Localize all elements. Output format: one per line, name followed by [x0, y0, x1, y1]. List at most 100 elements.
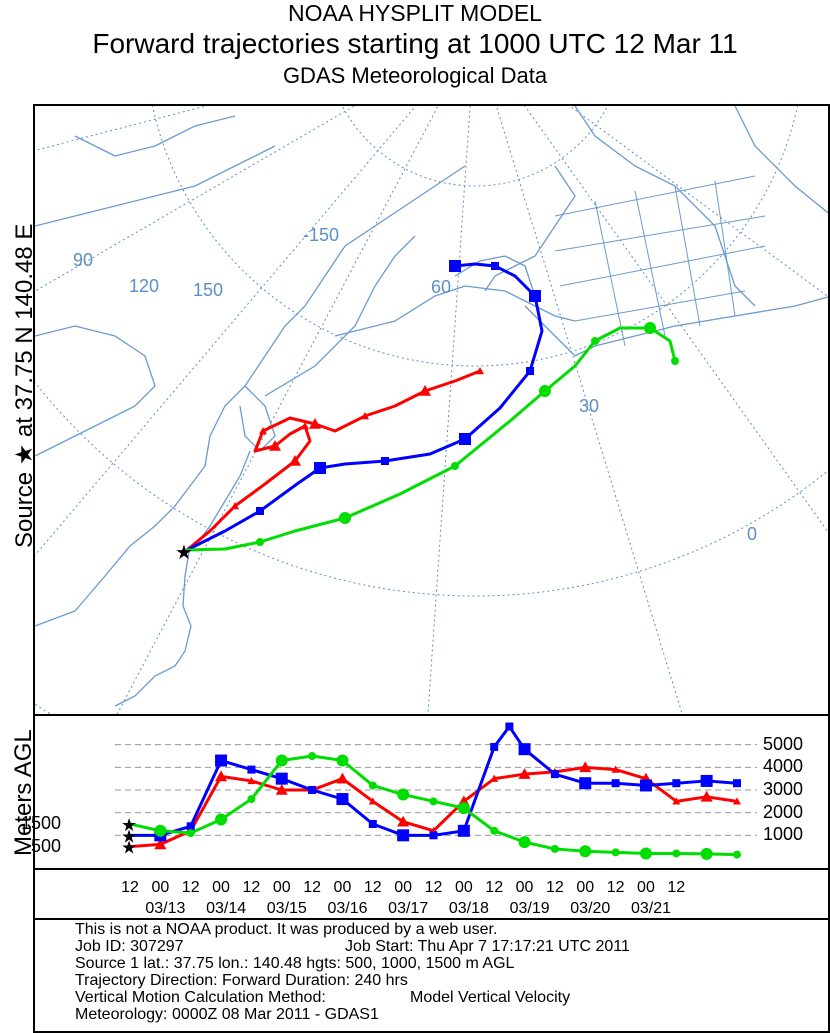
map-path-0-point-16: [419, 385, 431, 396]
series-0-point-9: [397, 815, 410, 827]
grid-label-90: 90: [73, 250, 93, 270]
chart-title-3: GDAS Meteorological Data: [282, 63, 548, 88]
vertical-method-label: Vertical Motion Calculation Method:: [75, 989, 326, 1006]
series-1-point-2: [186, 822, 195, 831]
x-tick-17: 00: [637, 879, 655, 896]
map-path-1-point-6: [381, 457, 389, 465]
x-tick-4: 12: [242, 879, 261, 896]
x-tick-0: 12: [121, 879, 139, 896]
series-1-point-7: [336, 793, 349, 806]
date-label-5: 03/18: [448, 900, 489, 917]
coastlines: [35, 106, 828, 707]
start-star-2: ★: [121, 815, 137, 835]
x-tick-1: 00: [151, 879, 170, 896]
map-path-2-point-10: [591, 337, 599, 345]
meteorology: Meteorology: 0000Z 08 Mar 2011 - GDAS1: [75, 1006, 379, 1023]
series-0-point-18: [672, 797, 681, 805]
series-2-point-9: [397, 788, 410, 801]
series-0-point-20: [733, 797, 741, 805]
series-2-point-18: [672, 849, 681, 858]
grid-label-minus150: -150: [303, 225, 339, 245]
map-path-1-point-8: [459, 433, 471, 445]
date-label-2: 03/15: [266, 900, 307, 917]
map-path-0-point-4: [289, 455, 301, 466]
series-2-point-6: [308, 752, 317, 760]
map-path-0-point-2: [231, 502, 239, 510]
chart-title-1: NOAA HYSPLIT MODEL: [288, 0, 542, 26]
series-0-point-12: [490, 774, 499, 782]
series-1-point-8: [368, 820, 377, 828]
map-path-2-point-12: [644, 322, 656, 334]
job-id: Job ID: 307297: [75, 938, 184, 955]
series-2-point-5: [275, 754, 288, 767]
source-info: Source 1 lat.: 37.75 lon.: 140.48 hgts: …: [75, 955, 515, 972]
x-tick-2: 12: [181, 879, 200, 896]
map-path-0: [186, 369, 481, 552]
series-0-point-8: [368, 797, 377, 805]
x-tick-9: 00: [394, 879, 413, 896]
series-0-point-16: [611, 765, 620, 773]
date-label-7: 03/20: [570, 900, 611, 917]
grid-label-60: 60: [431, 277, 451, 297]
vertical-method-value: Model Vertical Velocity: [410, 989, 571, 1006]
y-tick-3000: 3000: [763, 779, 804, 799]
series-0-point-19: [700, 790, 713, 802]
map-path-2-point-6: [451, 462, 459, 470]
y-tick-left-1500: 1500: [21, 813, 62, 833]
date-label-6: 03/19: [509, 900, 550, 917]
y-tick-2000: 2000: [763, 801, 804, 822]
y-tick-4000: 4000: [763, 756, 804, 777]
series-2-point-11: [457, 802, 470, 815]
series-2-point-3: [215, 813, 228, 826]
map-path-0-point-12: [309, 418, 321, 429]
state-borders: [554, 175, 766, 347]
map-path-1-point-12: [529, 290, 541, 302]
series-1-point-4: [247, 765, 256, 774]
grid-label-0: 0: [747, 524, 757, 544]
series-1-point-10: [429, 831, 438, 840]
series-2-point-13: [518, 836, 531, 849]
x-tick-8: 12: [363, 879, 382, 896]
series-2-point-2: [186, 829, 195, 838]
date-label-4: 03/17: [388, 900, 429, 917]
series-1-point-19: [672, 779, 681, 788]
start-star-1: ★: [121, 826, 137, 846]
map-path-2: [186, 326, 677, 552]
date-label-3: 03/16: [327, 900, 368, 917]
series-2-point-14: [550, 844, 559, 853]
time-axis-panel: 12 00 12 00 12 00 12 00 12 00 12 00 12 00 12 00 12 00 12 03…: [33, 868, 830, 920]
disclaimer: This is not a NOAA product. It was produ…: [75, 921, 498, 938]
map-path-1-point-10: [526, 367, 534, 375]
x-tick-12: 12: [485, 879, 504, 896]
series-2-point-7: [336, 754, 349, 767]
map-path-1-point-16: [449, 260, 461, 272]
y-tick-1000: 1000: [763, 824, 804, 845]
height-profile-panel: ★ ★ ★ 1000 2000 3000 4000 5000 500 1500: [21, 714, 830, 870]
series-1-point-13: [505, 722, 514, 731]
map-path-1-point-4: [314, 462, 326, 474]
series-1-point-21: [733, 779, 741, 788]
date-label-1: 03/14: [206, 900, 247, 917]
series-1-point-18: [639, 779, 652, 792]
map-svg: -150 90 120 150 60 30 0 ★: [35, 106, 828, 714]
map-path-0-point-8: [269, 440, 281, 451]
series-1-point-12: [490, 742, 499, 751]
series-1-point-9: [397, 829, 410, 842]
x-tick-11: 00: [454, 879, 473, 896]
map-path-0-point-6: [301, 422, 309, 430]
series-2-point-12: [490, 826, 499, 835]
series-2-point-4: [247, 795, 256, 804]
series-0-point-3: [215, 770, 228, 782]
y-tick-left-500: 500: [31, 835, 62, 856]
series-1-point-16: [579, 777, 592, 790]
grid-label-150: 150: [193, 280, 223, 300]
map-path-1-point-14: [491, 262, 499, 270]
start-star-0: ★: [121, 838, 137, 858]
series-1-point-3: [215, 754, 228, 767]
map-path-0-point-18: [476, 367, 484, 375]
series-1-point-15: [550, 770, 559, 779]
map-path-1-point-2: [256, 507, 264, 515]
date-label-8: 03/21: [630, 900, 672, 917]
x-tick-5: 00: [272, 879, 291, 896]
date-label-0: 03/13: [145, 900, 186, 917]
